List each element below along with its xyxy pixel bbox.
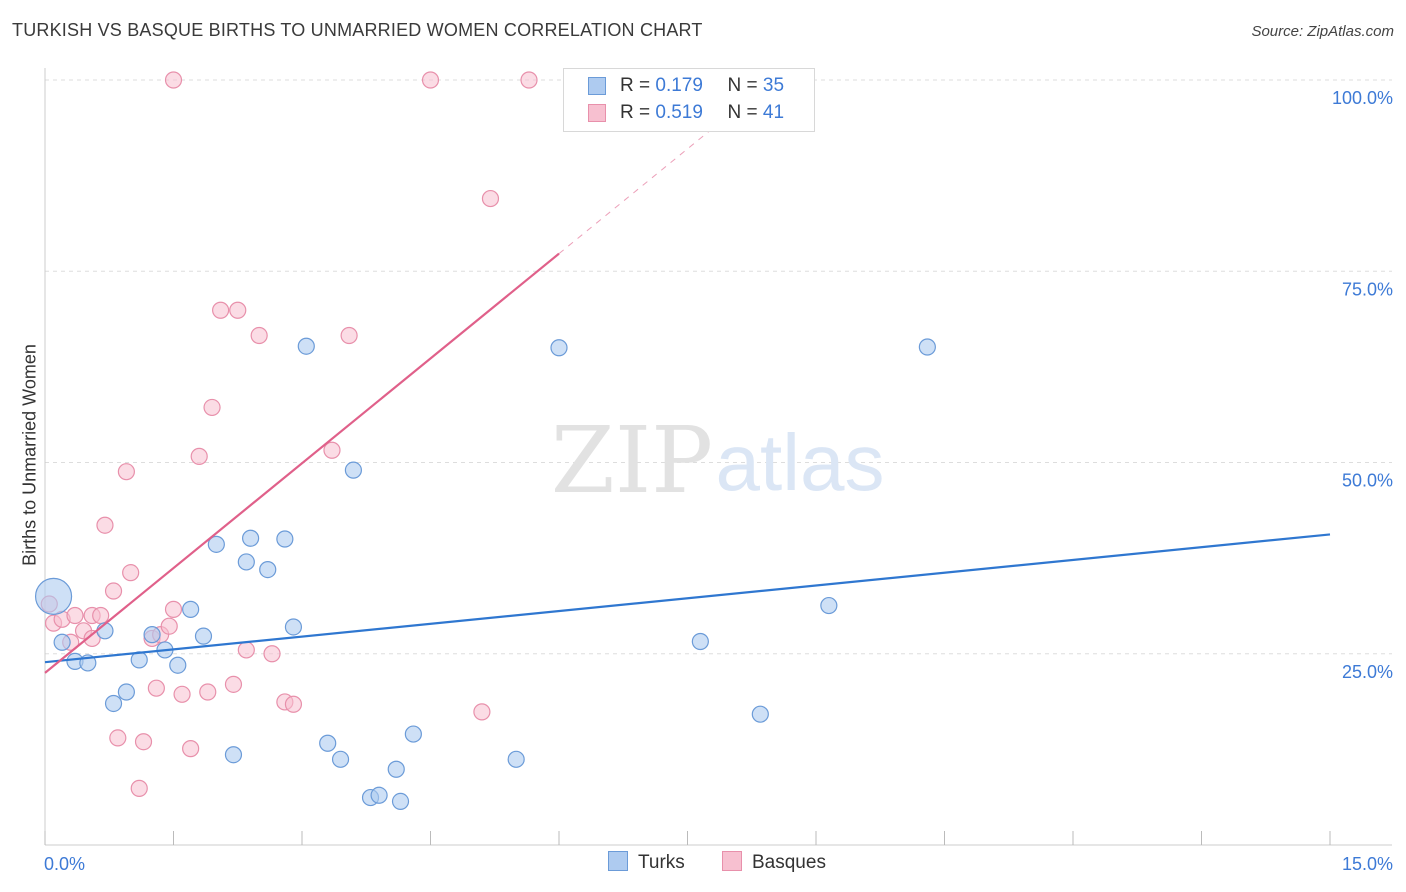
basques-swatch [588, 104, 606, 122]
basques-point [237, 641, 255, 659]
basques-legend-swatch [722, 851, 742, 871]
axes [44, 68, 1392, 846]
bottom-legend-turks: Turks [608, 851, 685, 874]
basques-point [224, 675, 243, 693]
basques-points [40, 71, 538, 797]
turks-point [276, 530, 294, 548]
turks-swatch [588, 77, 606, 95]
turks-point [691, 632, 709, 651]
basques-trend-extension [558, 113, 731, 255]
turks-point [297, 337, 315, 355]
basques-point [520, 71, 538, 89]
basques-point [323, 441, 341, 459]
turks-point [507, 750, 525, 768]
basques-point [109, 729, 127, 747]
watermark-atlas: atlas [716, 418, 885, 507]
y-axis-label: Births to Unmarried Women [19, 344, 40, 566]
basques-n-value: 41 [762, 102, 785, 123]
basques-point [96, 516, 114, 534]
basques-point [83, 629, 101, 648]
turks-point [194, 627, 213, 645]
turks-point [237, 553, 255, 571]
turks-points [34, 337, 936, 810]
turks-point [344, 461, 362, 479]
basques-point [421, 71, 440, 89]
turks-point [387, 760, 405, 778]
basques-point [164, 600, 183, 618]
basques-point [481, 189, 500, 208]
y-tick-label-100: 100.0% [1332, 88, 1393, 108]
y-tick-label-25: 25.0% [1342, 662, 1393, 682]
turks-legend-swatch [608, 851, 628, 871]
turks-point [224, 746, 243, 764]
turks-point [242, 529, 260, 547]
turks-point [370, 786, 388, 804]
basques-point [104, 582, 123, 600]
correlation-legend: R = 0.179 N = 35 R = 0.519 N = 41 [563, 68, 815, 132]
turks-point [319, 734, 337, 752]
turks-point [182, 600, 200, 618]
turks-r-value: 0.179 [655, 75, 703, 96]
basques-point [212, 301, 230, 319]
y-tick-label-50: 50.0% [1342, 471, 1393, 491]
tick-labels: 25.0% 50.0% 75.0% 100.0% 0.0% 15.0% [44, 88, 1393, 874]
basques-point [122, 564, 140, 582]
basques-point [92, 606, 110, 625]
basques-point [160, 617, 178, 635]
chart-title: TURKISH VS BASQUE BIRTHS TO UNMARRIED WO… [12, 20, 703, 40]
basques-point [229, 301, 247, 319]
turks-r-label: R = [620, 75, 651, 96]
turks-n-value: 35 [762, 75, 785, 96]
basques-point [284, 695, 303, 713]
basques-point [250, 326, 268, 345]
x-tick-label-min: 0.0% [44, 854, 85, 874]
turks-point [104, 694, 123, 713]
watermark-zip: ZIP [551, 407, 713, 514]
basques-point [190, 447, 208, 465]
turks-point [143, 626, 161, 644]
basques-point [164, 71, 183, 89]
turks-n-label: N = [727, 75, 758, 96]
turks-point [391, 792, 410, 810]
bottom-legend-basques: Basques [722, 851, 826, 874]
basques-trend-line [44, 252, 560, 674]
basques-point [199, 683, 217, 701]
turks-point [169, 656, 187, 674]
basques-n-label: N = [727, 102, 758, 123]
basques-point [473, 703, 491, 721]
turks-legend-label: Turks [638, 852, 685, 873]
source-label: Source: ZipAtlas.com [1251, 23, 1394, 40]
basques-point [340, 326, 358, 345]
turks-point [918, 338, 936, 356]
y-tick-label-75: 75.0% [1342, 279, 1393, 299]
turks-point [404, 725, 422, 743]
turks-point [751, 705, 769, 723]
trend-lines [44, 113, 1331, 674]
turks-point [207, 535, 225, 553]
basques-point [182, 740, 200, 758]
basques-point [263, 645, 281, 663]
turks-point [284, 618, 303, 636]
basques-point [134, 733, 153, 751]
basques-legend-label: Basques [752, 852, 826, 873]
turks-point [117, 683, 135, 701]
basques-point [147, 679, 165, 697]
turks-point [34, 577, 73, 615]
basques-point [173, 685, 191, 703]
basques-point [66, 606, 84, 625]
basques-point [117, 463, 135, 481]
turks-point [331, 750, 350, 768]
turks-point [820, 596, 838, 615]
basques-point [130, 779, 148, 797]
x-tick-label-max: 15.0% [1342, 854, 1393, 874]
turks-point [259, 560, 277, 579]
turks-point [550, 339, 568, 357]
turks-trend-line [44, 533, 1331, 664]
basques-r-value: 0.519 [655, 102, 703, 123]
basques-r-label: R = [620, 102, 651, 123]
basques-point [203, 398, 221, 417]
turks-point [53, 633, 71, 651]
